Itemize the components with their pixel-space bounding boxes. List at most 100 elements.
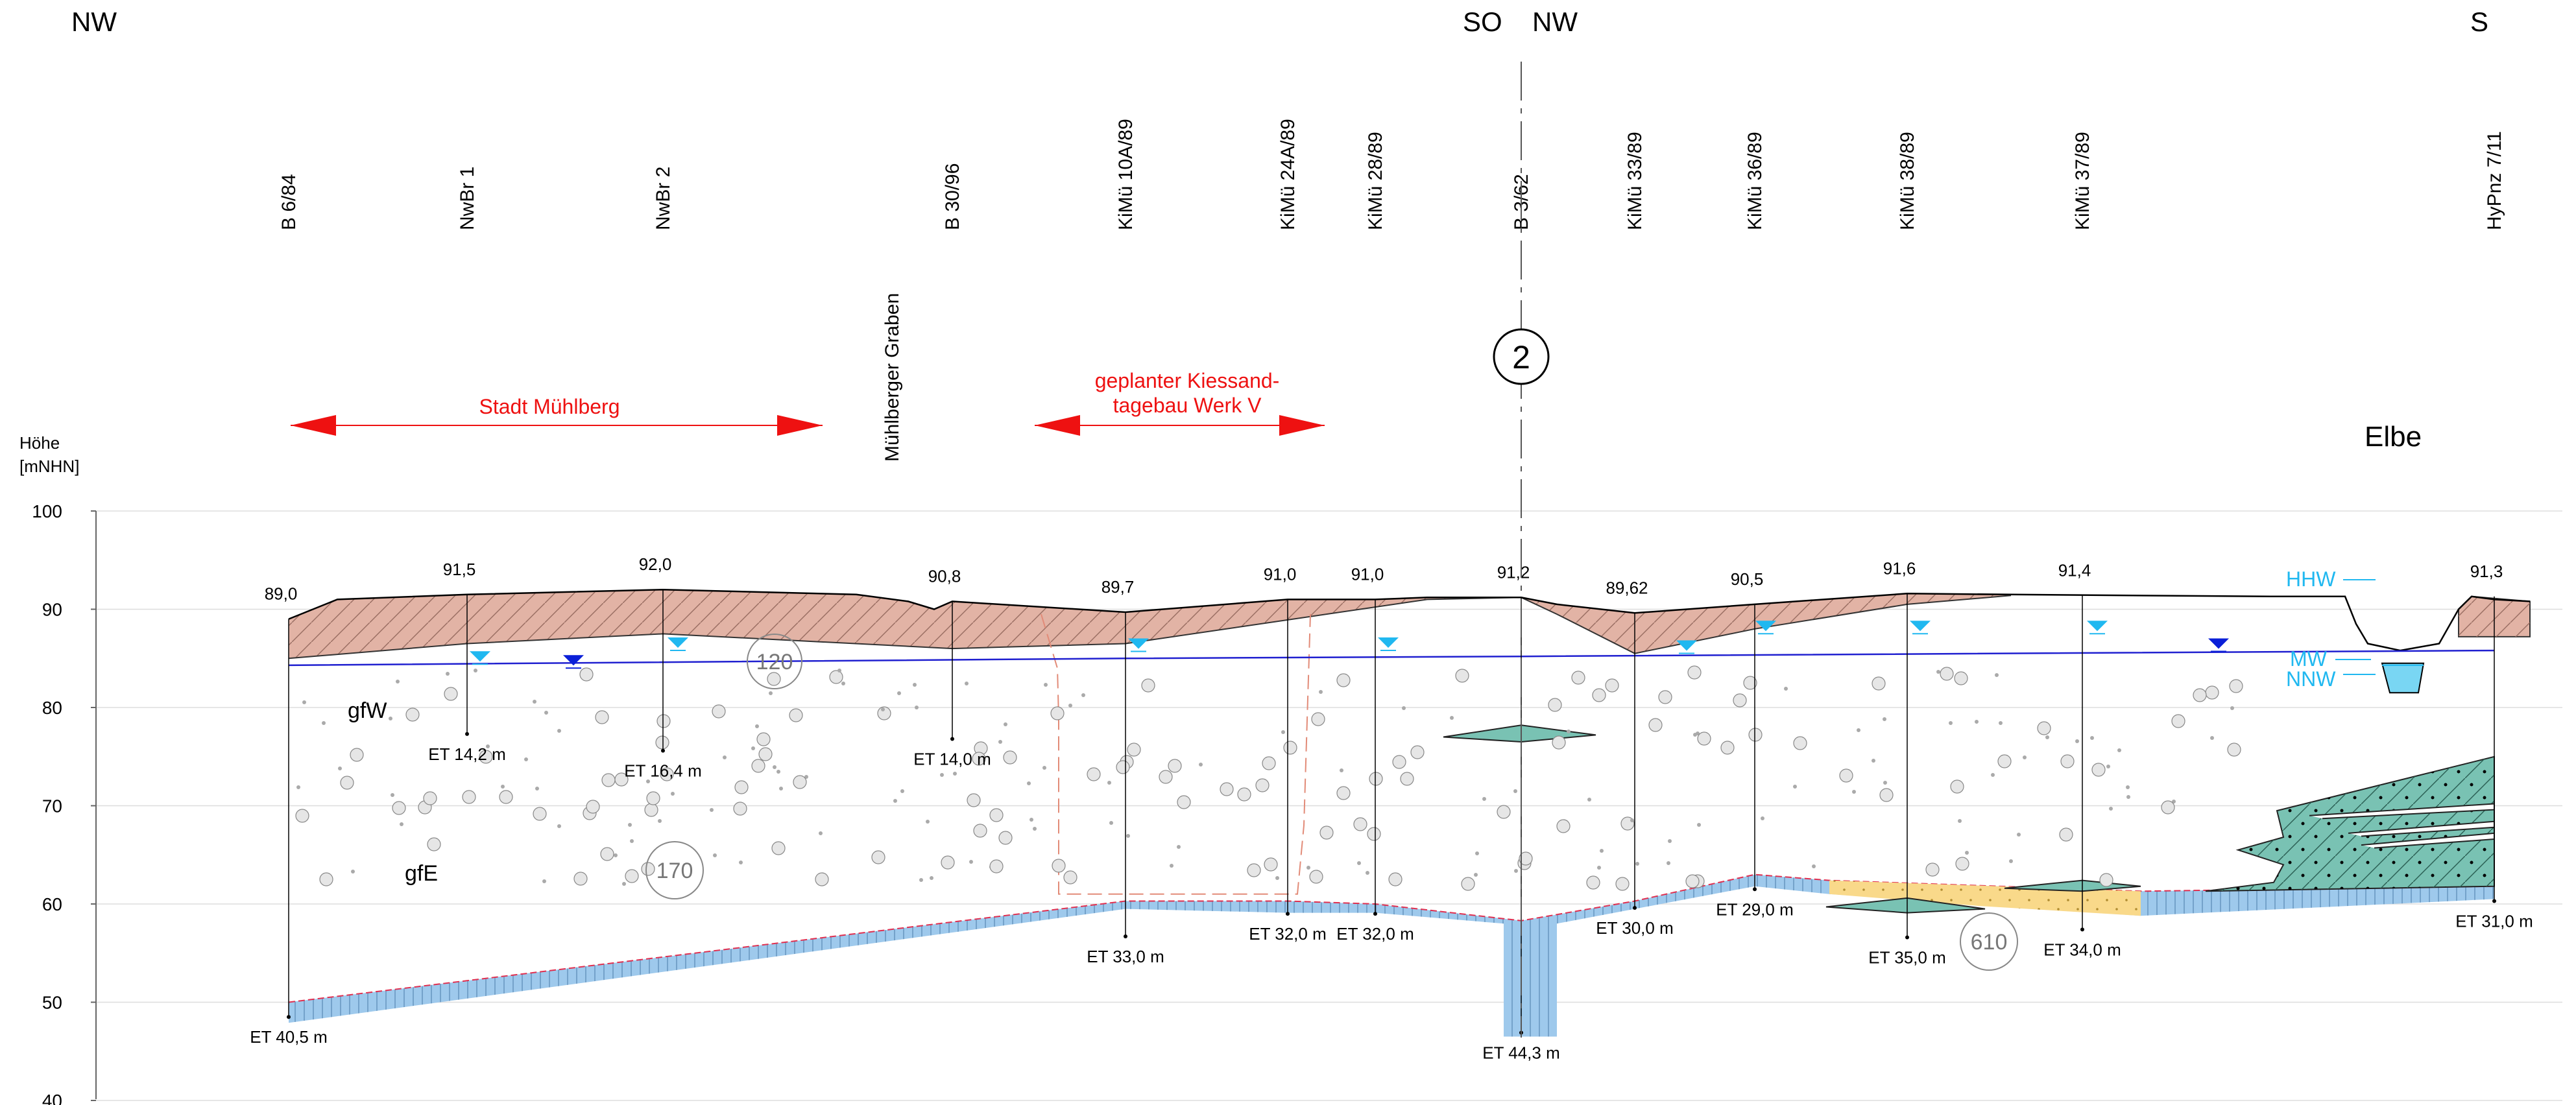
borehole-elevation-label: 91,6 <box>1883 558 1916 578</box>
borehole-id-label: KiMü 37/89 <box>2072 132 2093 230</box>
water-level-marker <box>1910 621 1931 632</box>
borehole: KiMü 28/89 91,0 ET 32,0 m <box>1336 132 1414 944</box>
borehole: KiMü 33/89 89,62 ET 30,0 m <box>1596 132 1673 938</box>
borehole-depth-label: ET 40,5 m <box>250 1027 327 1047</box>
borehole-depth-label: ET 34,0 m <box>2043 940 2121 959</box>
borehole-elevation-label: 91,4 <box>2058 560 2091 580</box>
elevation-tick-label: 40 <box>42 1091 62 1105</box>
groundwater-table <box>288 649 2495 667</box>
borehole: KiMü 24A/89 91,0 ET 32,0 m <box>1249 119 1326 944</box>
borehole: KiMü 38/89 91,6 ET 35,0 m <box>1868 132 1945 967</box>
elevation-tick-label: 60 <box>42 894 62 914</box>
silt-lens <box>1825 897 1986 914</box>
borehole-id-label: HyPnz 7/11 <box>2484 131 2505 230</box>
elevation-tick-label: 50 <box>42 993 62 1013</box>
water-level-marker <box>1755 621 1776 632</box>
water-level-marker <box>2087 621 2108 632</box>
muehlberger-graben-label: Mühlberger Graben <box>882 293 903 462</box>
elbe-label: Elbe <box>2365 421 2422 453</box>
borehole: B 6/84 89,0 ET 40,5 m <box>250 174 327 1047</box>
silt-lens <box>1443 724 1596 743</box>
borehole: KiMü 36/89 90,5 ET 29,0 m <box>1716 132 1793 919</box>
borehole-elevation-label: 91,2 <box>1497 562 1530 582</box>
gfe-label: gfE <box>405 861 438 886</box>
kiessand-label-line2: tagebau Werk V <box>1113 394 1262 417</box>
water-level-marker <box>563 655 584 666</box>
borehole: HyPnz 7/11 91,3 ET 31,0 m <box>2455 131 2533 931</box>
borehole-elevation-label: 91,0 <box>1351 564 1384 584</box>
unit-120-circle <box>747 634 802 689</box>
unit-170-label: 170 <box>656 859 693 883</box>
planned-pit-outline <box>1041 613 1311 895</box>
water-level-marker <box>1676 640 1697 651</box>
borehole-elevation-label: 89,0 <box>265 584 298 604</box>
borehole: KiMü 10A/89 89,7 ET 33,0 m <box>1087 119 1164 966</box>
kiessand-tagebau-extent: geplanter Kiessand- tagebau Werk V <box>1035 369 1325 436</box>
unit-120-label: 120 <box>756 650 793 674</box>
river-water-levels: HHW MW NNW <box>2286 567 2376 691</box>
unit-610-label: 610 <box>1971 930 2008 955</box>
borehole-depth-label: ET 14,2 m <box>428 744 505 764</box>
borehole-elevation-label: 90,5 <box>1731 569 1764 589</box>
axis-title-line2: [mNHN] <box>19 457 79 476</box>
borehole-id-label: KiMü 24A/89 <box>1277 119 1299 230</box>
unit-610-circle <box>1960 912 2018 971</box>
elevation-tick-label: 80 <box>42 698 62 718</box>
borehole-depth-label: ET 31,0 m <box>2455 911 2533 931</box>
direction-s-right: S <box>2470 6 2488 37</box>
borehole-id-label: KiMü 33/89 <box>1624 132 1646 230</box>
borehole-elevation-label: 92,0 <box>639 554 672 574</box>
borehole-depth-label: ET 32,0 m <box>1249 924 1326 944</box>
borehole-depth-label: ET 30,0 m <box>1596 918 1673 938</box>
borehole-depth-label: ET 35,0 m <box>1868 948 1945 968</box>
borehole-id-label: KiMü 10A/89 <box>1115 119 1137 230</box>
water-level-marker <box>668 637 688 648</box>
gfw-label: gfW <box>348 698 387 723</box>
ground-surface-line <box>288 588 2531 652</box>
borehole-depth-label: ET 16,4 m <box>624 761 701 781</box>
borehole-id-label: NwBr 2 <box>653 167 674 230</box>
borehole-depth-label: ET 44,3 m <box>1482 1043 1559 1062</box>
borehole-id-label: KiMü 36/89 <box>1744 132 1766 230</box>
borehole-id-label: KiMü 38/89 <box>1897 132 1918 230</box>
direction-nw-left: NW <box>71 6 117 37</box>
borehole-depth-label: ET 14,0 m <box>913 749 991 768</box>
geological-layers <box>288 588 2531 1037</box>
nnw-label: NNW <box>2286 667 2336 691</box>
borehole-elevation-label: 89,62 <box>1606 578 1648 597</box>
silt-lens <box>2004 879 2141 892</box>
elevation-tick-label: 70 <box>42 796 62 816</box>
water-level-marker <box>2208 638 2229 649</box>
borehole-elevation-label: 89,7 <box>1101 577 1135 597</box>
elevation-tick-label: 100 <box>32 501 62 521</box>
borehole-elevation-label: 91,0 <box>1264 564 1297 584</box>
stadt-muehlberg-label: Stadt Mühlberg <box>479 395 620 418</box>
borehole-depth-label: ET 32,0 m <box>1336 924 1414 944</box>
hhw-label: HHW <box>2286 567 2336 591</box>
axis-title-line1: Höhe <box>19 433 60 453</box>
borehole-elevation-label: 91,3 <box>2470 562 2503 581</box>
elevation-tick-labels: 100 90 80 70 60 50 40 <box>32 501 96 1105</box>
elbe-river-water <box>2381 662 2425 694</box>
borehole: NwBr 1 91,5 ET 14,2 m <box>428 167 505 764</box>
unit-170-circle <box>645 841 704 899</box>
borehole-id-label: B 30/96 <box>942 163 963 230</box>
mw-label: MW <box>2290 647 2328 671</box>
borehole-elevation-label: 91,5 <box>443 560 476 579</box>
kiessand-label-line1: geplanter Kiessand- <box>1095 369 1280 392</box>
direction-so: SO <box>1463 6 1502 37</box>
section-number: 2 <box>1512 339 1530 375</box>
stadt-muehlberg-extent: Stadt Mühlberg <box>291 395 823 436</box>
borehole-elevation-label: 90,8 <box>928 566 961 586</box>
borehole: B 30/96 90,8 ET 14,0 m <box>913 163 991 769</box>
borehole-id-label: NwBr 1 <box>457 167 478 230</box>
water-level-marker <box>1378 637 1399 648</box>
borehole-id-label: B 6/84 <box>278 174 300 230</box>
gravel-pebble-symbols <box>295 665 2243 891</box>
borehole-depth-label: ET 29,0 m <box>1716 899 1793 919</box>
section-number-circle <box>1493 328 1550 385</box>
borehole: KiMü 37/89 91,4 ET 34,0 m <box>2043 132 2121 959</box>
water-level-marker <box>1128 638 1149 649</box>
